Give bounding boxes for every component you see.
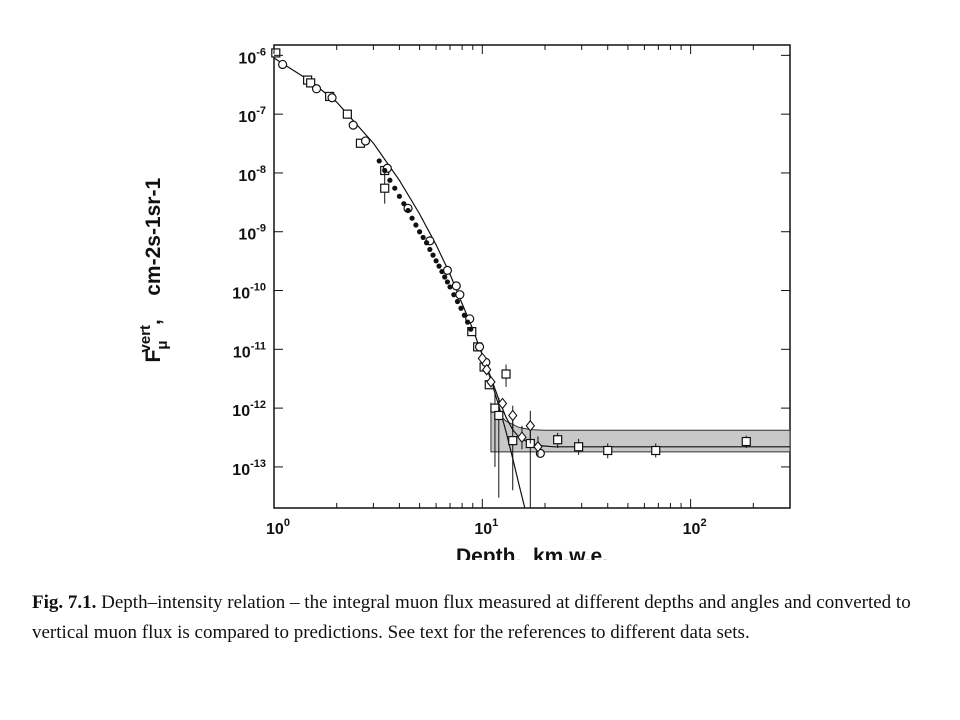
data-point-diamond xyxy=(525,419,536,432)
data-point-filled xyxy=(465,319,471,325)
x-tick-label: 101 xyxy=(474,517,498,538)
data-point-filled xyxy=(442,274,448,280)
data-point-filled xyxy=(392,185,398,191)
data-point-filled xyxy=(458,305,464,311)
y-axis-title-sup: vert xyxy=(137,325,154,353)
data-point-filled xyxy=(382,167,388,174)
data-point-filled xyxy=(413,222,419,228)
data-point-circle xyxy=(360,136,371,146)
neutrino-band xyxy=(490,401,791,453)
data-point-circle xyxy=(455,290,465,300)
y-axis-title: Fμvert, cm-2s-1sr-1 xyxy=(137,149,171,404)
figure-caption-label: Fig. 7.1. xyxy=(32,592,97,613)
data-point-diamond xyxy=(486,375,496,388)
data-point-filled xyxy=(444,279,451,285)
x-tick-label: 102 xyxy=(683,517,707,538)
data-point-circle xyxy=(327,93,337,103)
svg-text:Fμvert, cm-2s-1sr-1: Fμvert, cm-2s-1sr-1 xyxy=(137,149,171,404)
data-point-square xyxy=(380,183,390,193)
data-point-square xyxy=(271,48,281,58)
data-point-circle xyxy=(278,59,288,70)
data-point-filled xyxy=(447,284,453,290)
data-point-square xyxy=(501,369,511,379)
y-tick-label: 10-6 xyxy=(238,46,266,67)
data-point-diamond xyxy=(477,352,488,365)
data-point-filled xyxy=(416,229,423,235)
data-points-layer xyxy=(271,48,751,508)
data-point-square xyxy=(508,436,518,446)
data-point-diamond xyxy=(533,440,543,453)
data-point-filled xyxy=(427,246,433,253)
data-point-square xyxy=(494,410,504,421)
data-point-filled xyxy=(436,263,442,269)
y-tick-label: 10-8 xyxy=(238,164,266,185)
data-point-filled xyxy=(387,177,393,183)
data-point-diamond xyxy=(482,363,492,376)
data-point-circle xyxy=(348,120,358,130)
y-axis-title-main: F xyxy=(142,349,165,362)
data-point-filled xyxy=(420,234,426,241)
ticks-layer: 100 101 102 10-6 10-7 10-8 10-9 10-10 10-11 10-12… xyxy=(232,45,791,538)
data-point-filled xyxy=(423,240,430,246)
y-tick-label: 10-9 xyxy=(238,223,266,244)
data-point-diamond xyxy=(517,431,527,444)
data-point-square xyxy=(553,435,563,445)
figure-caption-text: Depth–intensity relation – the integral … xyxy=(32,592,911,643)
data-point-filled xyxy=(461,312,467,318)
data-point-circle xyxy=(311,84,322,94)
data-point-square xyxy=(741,436,751,447)
figure-caption: Fig. 7.1. Depth–intensity relation – the… xyxy=(32,588,922,648)
data-point-square xyxy=(342,109,352,119)
data-point-filled xyxy=(401,201,407,207)
data-point-filled xyxy=(396,193,403,199)
data-point-filled xyxy=(454,298,461,305)
data-point-filled xyxy=(451,292,457,298)
data-point-filled xyxy=(433,258,439,264)
data-point-square xyxy=(306,78,316,88)
y-axis-title-sub: μ xyxy=(154,340,171,349)
y-axis-title-units: , cm-2s-1sr-1 xyxy=(142,178,165,325)
data-point-filled xyxy=(430,252,436,258)
y-tick-label: 10-7 xyxy=(238,105,266,126)
data-point-diamond xyxy=(497,397,508,410)
data-point-square xyxy=(574,442,584,452)
data-point-filled xyxy=(405,207,411,214)
y-tick-label: 10-13 xyxy=(232,458,266,479)
y-tick-label: 10-10 xyxy=(232,282,266,303)
x-axis-title: Depth, km.w.e. xyxy=(456,545,608,560)
data-point-circle xyxy=(474,342,485,352)
data-point-square xyxy=(651,445,661,456)
data-point-diamond xyxy=(508,409,518,422)
data-point-circle xyxy=(442,265,453,275)
data-point-filled xyxy=(409,215,415,221)
x-tick-label: 100 xyxy=(266,517,290,538)
y-tick-label: 10-12 xyxy=(232,399,266,420)
data-point-filled xyxy=(439,268,445,275)
neutrino-band-layer xyxy=(490,401,791,453)
plot-frame xyxy=(273,44,791,509)
data-point-circle xyxy=(451,281,461,291)
data-point-filled xyxy=(376,158,382,164)
data-point-filled xyxy=(468,326,474,332)
data-point-square xyxy=(603,445,613,456)
depth-intensity-chart: 100 101 102 10-6 10-7 10-8 10-9 10-10 10-11 10-12… xyxy=(137,44,791,560)
y-tick-label: 10-11 xyxy=(233,340,266,361)
prediction-curve xyxy=(273,57,790,448)
